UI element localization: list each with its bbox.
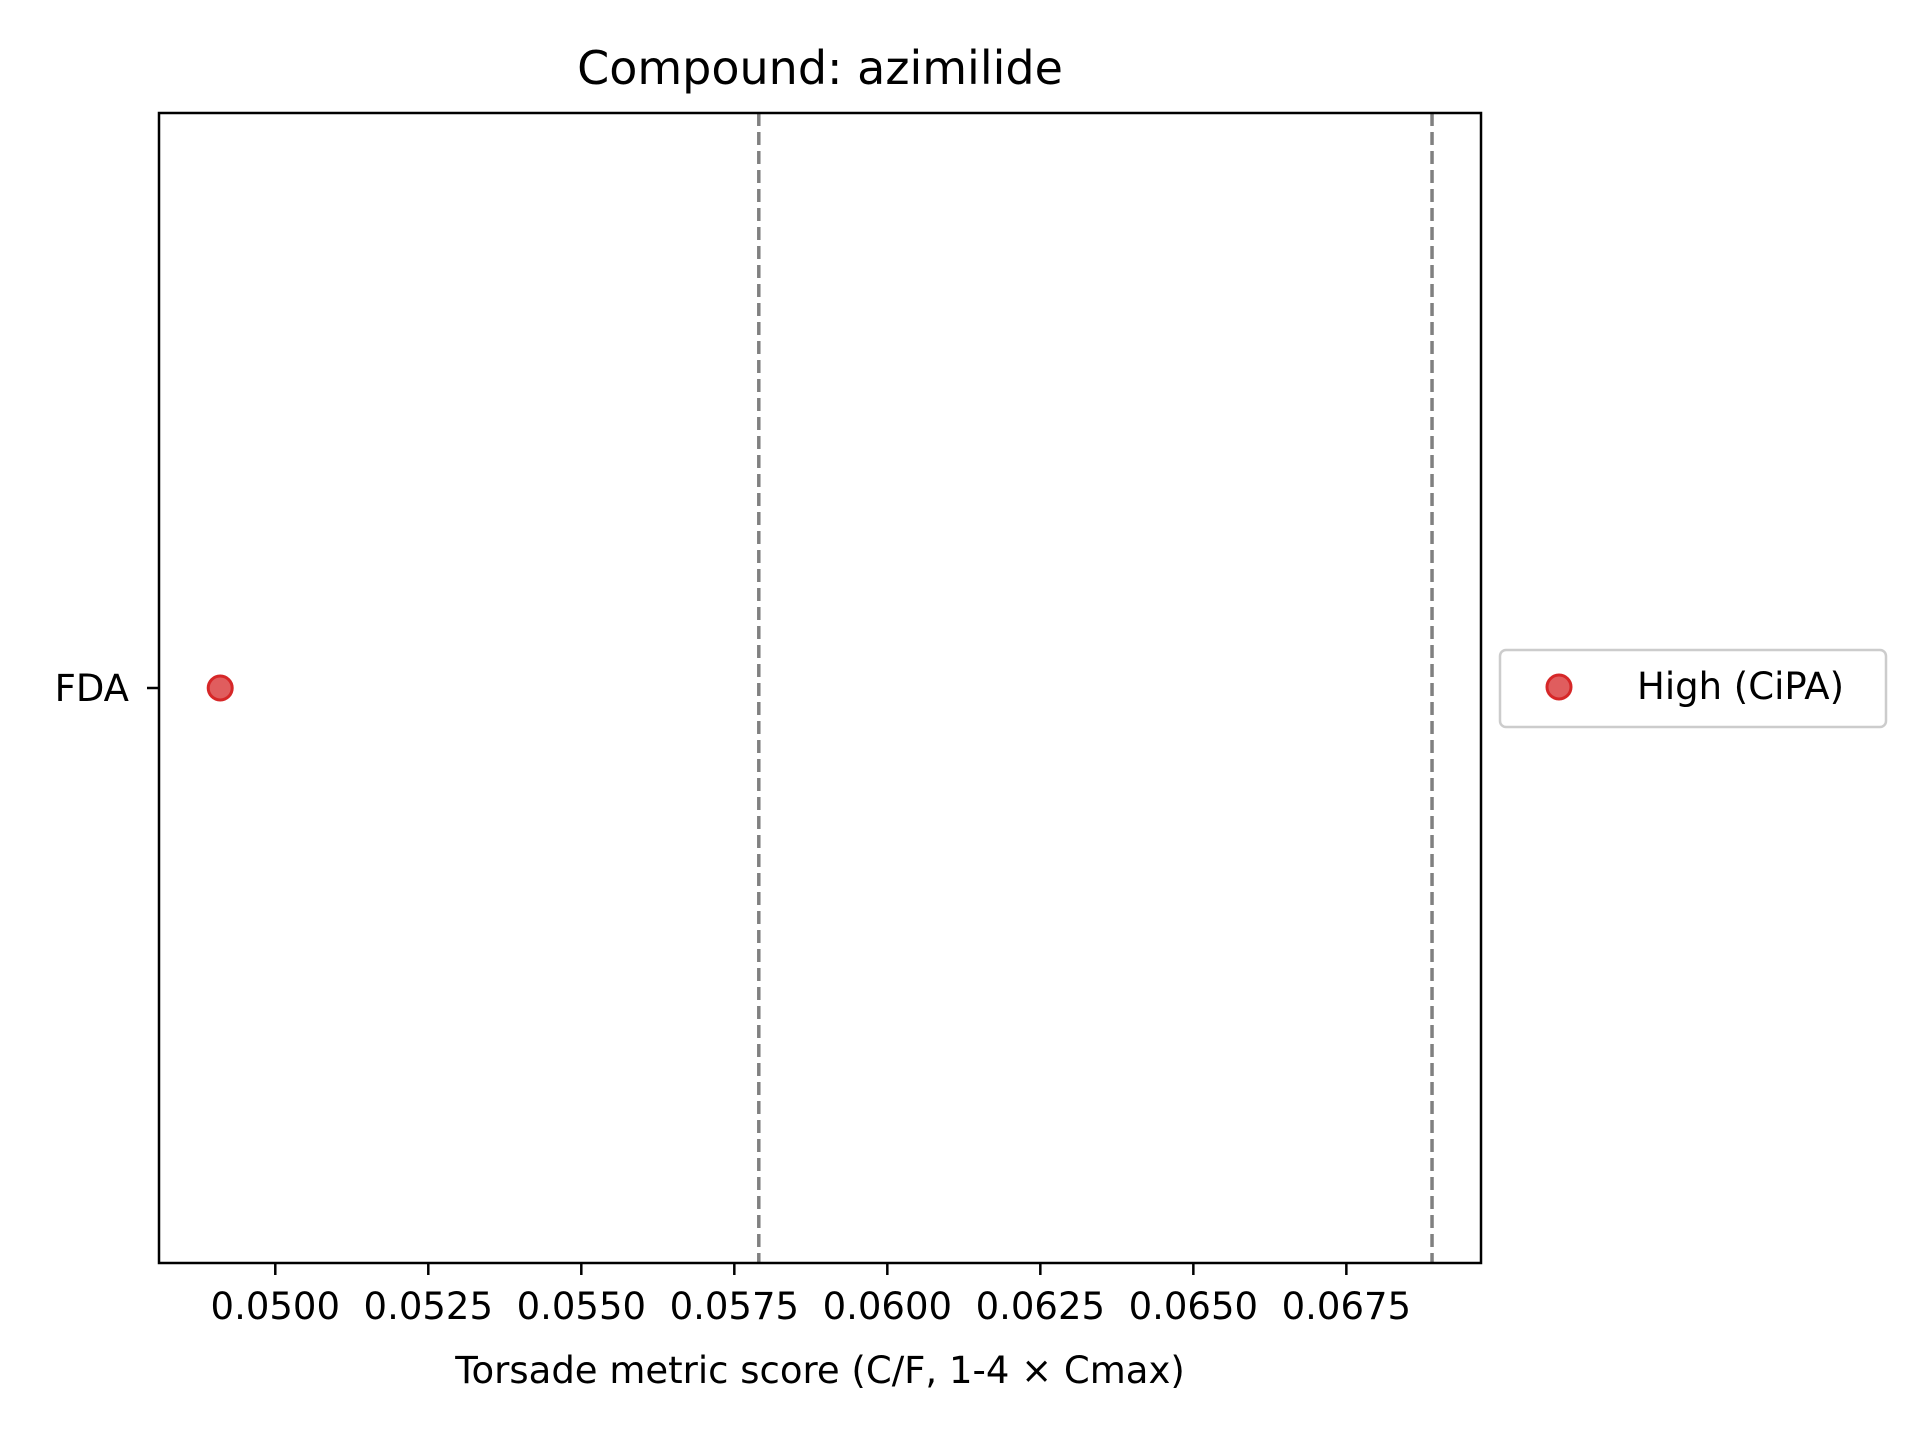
legend-marker-high-cipa [1545, 673, 1573, 701]
chart-title: Compound: azimilide [577, 41, 1063, 95]
x-tick-label: 0.0625 [976, 1285, 1105, 1328]
x-axis-ticks: 0.0500 0.0525 0.0550 0.0575 0.0600 0.0625 0.06… [211, 1263, 1411, 1328]
legend: High (CiPA) [1498, 648, 1888, 729]
legend-box [1498, 648, 1888, 729]
threshold-lines [757, 113, 1434, 1263]
x-tick-label: 0.0525 [364, 1285, 493, 1328]
x-tick-label: 0.0575 [670, 1285, 799, 1328]
x-tick-label: 0.0675 [1282, 1285, 1411, 1328]
y-axis-ticks: FDA [55, 667, 159, 710]
x-tick-label: 0.0500 [211, 1285, 340, 1328]
x-axis-label: Torsade metric score (C/F, 1-4 × Cmax) [454, 1349, 1185, 1392]
data-point-1-1 [206, 674, 234, 702]
data-points [206, 674, 234, 702]
legend-label-high-cipa: High (CiPA) [1637, 665, 1844, 708]
y-tick-label: FDA [55, 667, 129, 710]
x-tick-label: 0.0550 [517, 1285, 646, 1328]
x-tick-label: 0.0650 [1129, 1285, 1258, 1328]
x-tick-label: 0.0600 [823, 1285, 952, 1328]
